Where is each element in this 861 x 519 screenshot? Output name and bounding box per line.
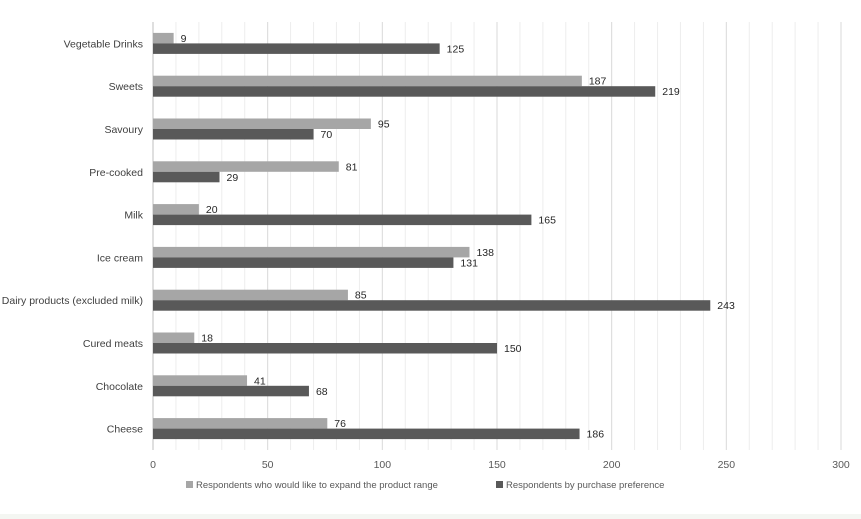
bar-expand-range: [153, 75, 582, 87]
bar-expand-range: [153, 418, 328, 429]
bar-expand-range: [153, 118, 371, 129]
bar-purchase-preference: [153, 300, 711, 311]
bar-purchase-preference: [153, 43, 440, 54]
category-label: Sweets: [109, 81, 143, 93]
bar-expand-range: [153, 161, 339, 172]
bar-purchase-preference: [153, 86, 656, 97]
bar-purchase-preference: [153, 257, 454, 268]
category-labels: Vegetable Drinks Sweets Savoury Pre-cooked M…: [2, 38, 144, 435]
bar-purchase-preference: [153, 343, 497, 354]
data-label: 68: [316, 386, 328, 398]
bar-purchase-preference: [153, 129, 314, 140]
category-label: Dairy products (excluded milk): [2, 295, 143, 307]
data-label: 29: [227, 172, 239, 184]
x-tick-label: 100: [374, 459, 392, 471]
bar-purchase-preference: [153, 428, 580, 440]
data-label: 150: [504, 343, 522, 355]
x-tick-label: 250: [718, 459, 736, 471]
bars: [153, 32, 711, 440]
category-label: Savoury: [104, 124, 143, 136]
data-label: 243: [717, 300, 735, 312]
legend-label: Respondents who would like to expand the…: [196, 480, 438, 491]
x-tick-label: 150: [488, 459, 506, 471]
data-label: 18: [201, 333, 213, 345]
bar-expand-range: [153, 32, 174, 44]
bar-purchase-preference: [153, 214, 532, 226]
x-tick-label: 300: [832, 459, 850, 471]
data-label: 187: [589, 76, 607, 88]
category-label: Milk: [124, 210, 143, 222]
category-label: Vegetable Drinks: [64, 38, 143, 50]
bar-expand-range: [153, 289, 348, 301]
data-label: 70: [321, 129, 333, 141]
data-label: 20: [206, 204, 218, 216]
data-label: 125: [447, 43, 465, 55]
legend-swatch: [496, 481, 503, 488]
legend-swatch: [186, 481, 193, 488]
legend-label: Respondents by purchase preference: [506, 480, 664, 491]
data-label: 131: [460, 257, 478, 269]
data-label: 186: [587, 429, 605, 441]
data-label: 9: [181, 33, 187, 45]
bar-expand-range: [153, 204, 199, 215]
category-label: Cured meats: [83, 338, 143, 350]
data-label: 85: [355, 290, 367, 302]
bar-expand-range: [153, 246, 470, 258]
category-label: Pre-cooked: [89, 167, 143, 179]
data-label: 219: [662, 86, 680, 98]
category-label: Ice cream: [97, 252, 143, 264]
x-axis-ticks: 0 50 100 150 200 250 300: [150, 459, 850, 471]
bar-purchase-preference: [153, 385, 309, 397]
x-tick-label: 200: [603, 459, 621, 471]
data-label: 165: [538, 215, 556, 227]
category-label: Chocolate: [96, 381, 143, 393]
data-label: 138: [476, 247, 494, 259]
bar-expand-range: [153, 332, 195, 343]
bar-expand-range: [153, 375, 248, 386]
category-label: Cheese: [107, 424, 143, 436]
data-label: 95: [378, 119, 390, 131]
data-label: 81: [346, 161, 358, 173]
x-tick-label: 0: [150, 459, 156, 471]
bar-purchase-preference: [153, 171, 220, 183]
data-label: 41: [254, 375, 266, 387]
data-label: 76: [334, 418, 346, 430]
x-tick-label: 50: [262, 459, 274, 471]
legend: Respondents who would like to expand the…: [186, 480, 664, 491]
